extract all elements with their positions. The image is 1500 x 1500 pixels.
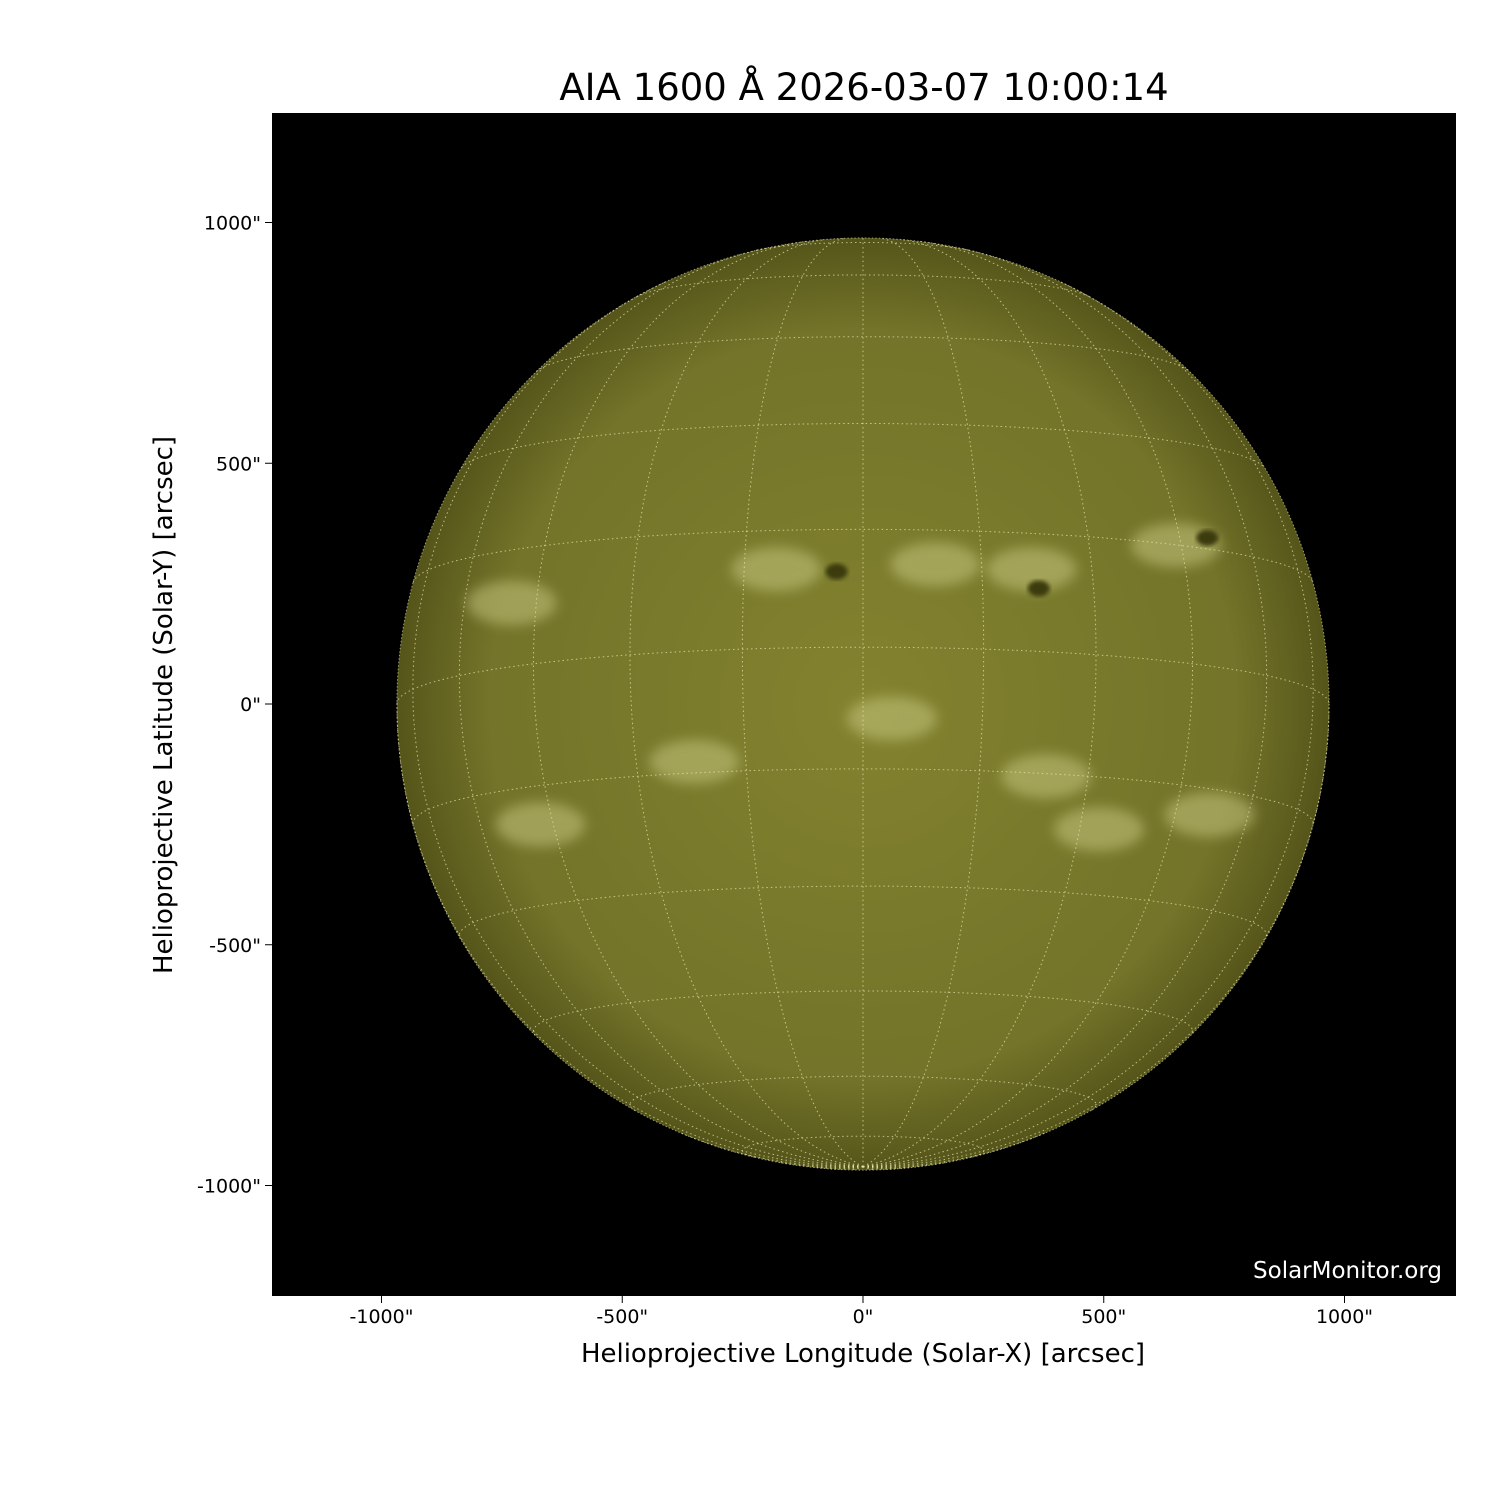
limb-line xyxy=(396,237,1330,1171)
longitude-line xyxy=(862,240,1194,1168)
plage-region xyxy=(846,696,937,741)
latitude-line xyxy=(629,1075,1097,1111)
plage-region xyxy=(495,802,586,847)
longitude-line xyxy=(779,1161,864,1169)
plage-region xyxy=(890,542,981,587)
sunspots xyxy=(825,529,1219,597)
longitude-line xyxy=(532,240,864,1168)
heliographic-grid xyxy=(396,237,1330,1171)
plage-region xyxy=(649,739,740,784)
y-axis-ticks: 1000" 500" 0" -500" -1000" xyxy=(197,213,272,1198)
longitude-line xyxy=(862,281,1314,1168)
longitude-line xyxy=(458,247,864,1168)
y-tick-label: -1000" xyxy=(197,1176,261,1198)
plage-region xyxy=(1000,754,1091,799)
x-tick-label: 500" xyxy=(1081,1306,1126,1328)
plage-region xyxy=(466,580,557,625)
longitude-line xyxy=(862,1166,909,1169)
y-tick-label: -500" xyxy=(209,935,261,957)
longitude-line xyxy=(862,1161,947,1169)
plage-region xyxy=(731,547,822,592)
x-tick-label: 0" xyxy=(853,1306,874,1328)
plage-region xyxy=(1053,807,1144,852)
longitude-line xyxy=(862,247,1268,1168)
y-tick-label: 500" xyxy=(216,453,261,475)
longitude-line xyxy=(396,703,864,1168)
latitude-line xyxy=(412,528,1314,583)
longitude-line xyxy=(817,1166,864,1169)
latitude-line xyxy=(461,423,1265,468)
x-tick-label: -500" xyxy=(596,1306,648,1328)
longitude-line xyxy=(862,703,1330,1168)
latitude-line xyxy=(536,336,1190,372)
sunspot xyxy=(1027,580,1050,597)
plage-region xyxy=(1164,792,1255,837)
plage-region xyxy=(986,547,1077,592)
x-axis-ticks: -1000" -500" 0" 500" 1000" xyxy=(350,1296,1373,1328)
latitude-line xyxy=(532,990,1194,1036)
latitude-line xyxy=(412,768,1314,824)
chart-title: AIA 1600 Å 2026-03-07 10:00:14 xyxy=(559,66,1169,109)
x-axis-label: Helioprojective Longitude (Solar-X) [arc… xyxy=(581,1339,1145,1369)
sunspot xyxy=(825,563,848,580)
x-tick-label: 1000" xyxy=(1316,1306,1373,1328)
latitude-line xyxy=(756,241,970,251)
y-tick-label: 0" xyxy=(240,694,261,716)
longitude-line xyxy=(412,281,864,1168)
y-tick-label: 1000" xyxy=(204,213,261,235)
credit-watermark: SolarMonitor.org xyxy=(1253,1258,1442,1284)
x-tick-label: -1000" xyxy=(350,1306,414,1328)
y-axis-label: Helioprojective Latitude (Solar-Y) [arcs… xyxy=(149,436,179,974)
latitude-line xyxy=(741,1135,985,1158)
sunspot xyxy=(1196,529,1219,546)
